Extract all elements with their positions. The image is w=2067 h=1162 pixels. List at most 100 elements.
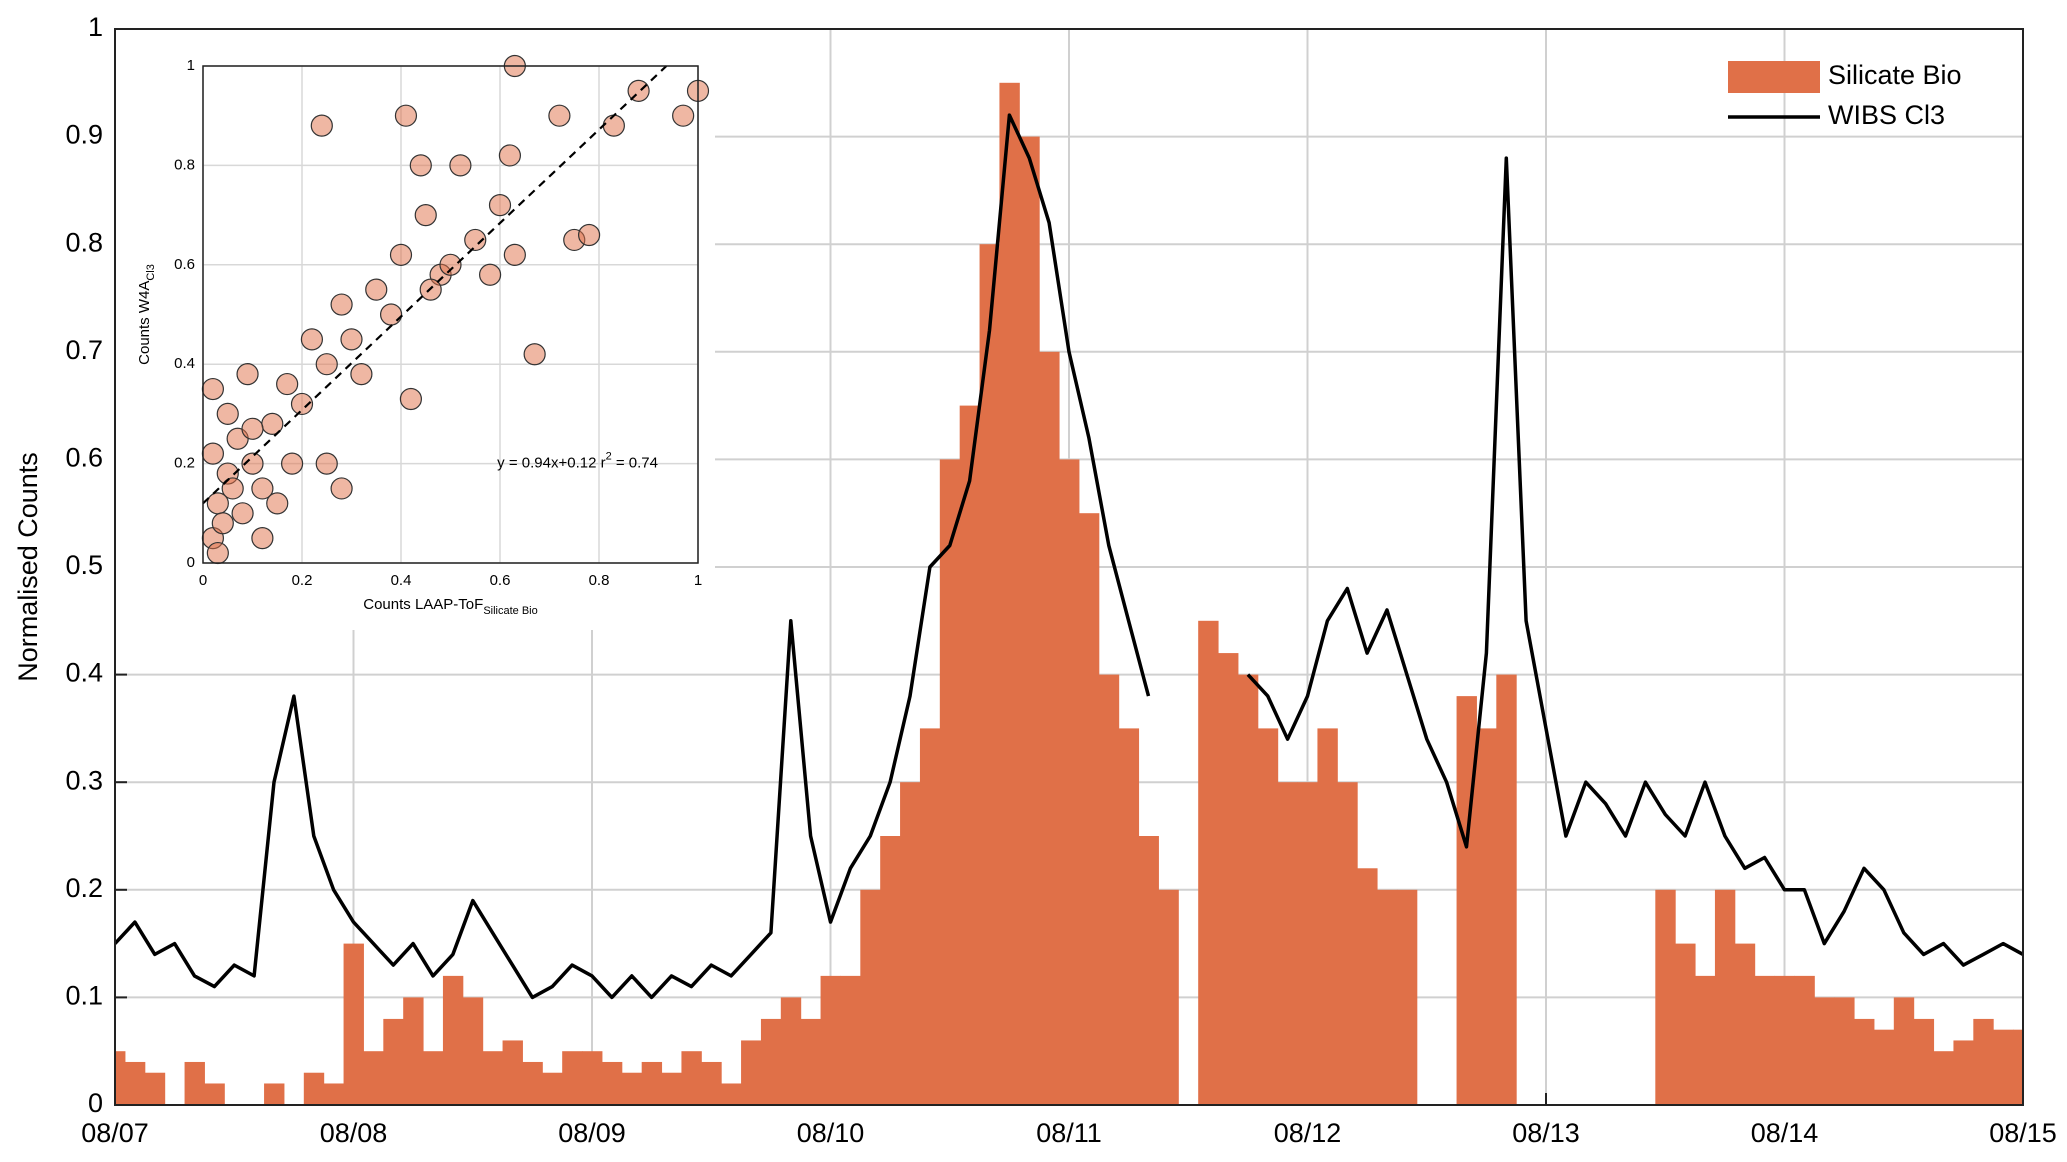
bar: [1993, 1029, 2014, 1105]
bar: [1277, 782, 1299, 1105]
y-tick-label: 0.6: [65, 443, 103, 473]
bar: [1794, 975, 1815, 1105]
scatter-point: [399, 387, 422, 411]
bar: [1218, 653, 1239, 1105]
bar: [502, 1040, 523, 1105]
y-tick-label: 0.3: [65, 765, 103, 795]
x-tick-label: 0: [199, 572, 207, 589]
bar: [1377, 889, 1398, 1105]
y-axis-label-text: Counts W4A: [136, 281, 153, 365]
bar: [1257, 728, 1279, 1105]
bar: [303, 1072, 325, 1105]
scatter-point: [488, 194, 512, 217]
x-axis-label-sub: Silicate Bio: [483, 605, 537, 617]
bar: [1337, 782, 1358, 1105]
y-tick-label: 1: [88, 12, 103, 42]
scatter-point: [602, 114, 625, 137]
x-tick-label: 08/07: [81, 1118, 149, 1148]
y-tick-label: 0.8: [174, 156, 195, 173]
bar: [721, 1083, 742, 1105]
bar: [442, 975, 464, 1105]
scatter-point: [503, 243, 526, 266]
scatter-point: [221, 477, 244, 500]
scatter-point: [241, 417, 264, 440]
bar: [601, 1061, 623, 1105]
scatter-point: [315, 452, 338, 475]
x-tick-label: 08/08: [320, 1118, 388, 1148]
y-axis-label: Normalised Counts: [13, 452, 43, 682]
scatter-point: [577, 223, 601, 247]
scatter-point: [330, 293, 353, 316]
bar: [1675, 943, 1696, 1105]
scatter-point: [498, 144, 521, 167]
y-tick-label: 0.4: [174, 355, 195, 372]
bar: [919, 728, 941, 1105]
bar: [880, 836, 901, 1105]
bar: [1953, 1040, 1974, 1105]
bar: [681, 1051, 702, 1105]
line-series: [115, 113, 2023, 1000]
bar: [1933, 1051, 1954, 1105]
annotation-text: y = 0.94x+0.12 r: [497, 455, 605, 472]
x-tick-label: 08/12: [1274, 1118, 1342, 1148]
scatter-point: [350, 363, 373, 386]
scatter-point: [236, 363, 259, 386]
legend-label: WIBS Cl3: [1828, 100, 1945, 130]
y-tick-label: 0.5: [65, 550, 103, 580]
bar: [900, 782, 921, 1105]
x-tick-label: 0.6: [490, 572, 511, 589]
bar: [462, 997, 484, 1105]
bar: [1774, 975, 1795, 1105]
scatter-point: [340, 328, 363, 351]
y-tick-label: 0.6: [174, 256, 195, 273]
x-tick-label: 08/10: [797, 1118, 865, 1148]
x-tick-label: 0.4: [391, 572, 412, 589]
bar: [820, 975, 841, 1105]
scatter-point: [414, 204, 437, 227]
scatter-point: [310, 114, 333, 137]
scatter-point: [206, 541, 229, 565]
scatter-point: [380, 303, 403, 326]
scatter-point: [449, 154, 472, 177]
scatter-point: [281, 452, 304, 475]
bar: [115, 1051, 126, 1105]
bar: [999, 82, 1020, 1105]
bar: [264, 1083, 285, 1105]
bar: [482, 1051, 504, 1105]
y-tick-label: 0.4: [65, 658, 103, 688]
bar: [1237, 674, 1259, 1105]
y-tick-label: 1: [187, 57, 195, 74]
bar: [1059, 459, 1080, 1105]
scatter-point: [439, 253, 462, 276]
bar: [979, 244, 1000, 1105]
scatter-point: [394, 104, 418, 127]
bar: [1019, 136, 1040, 1105]
bar: [959, 405, 981, 1105]
bar: [1158, 889, 1179, 1105]
y-axis-label-sub: Cl3: [145, 264, 157, 281]
y-axis-label: Counts W4ACl3: [136, 264, 157, 365]
bar: [641, 1061, 663, 1105]
y-tick-label: 0.1: [65, 981, 103, 1011]
bar: [1834, 997, 1855, 1105]
bar: [1456, 696, 1477, 1105]
bar: [323, 1083, 345, 1105]
scatter-point: [251, 477, 274, 500]
x-tick-label: 08/09: [558, 1118, 626, 1148]
bar: [1297, 782, 1318, 1105]
bar: [621, 1072, 643, 1105]
x-tick-label: 0.2: [292, 572, 313, 589]
bar: [1357, 868, 1378, 1105]
annotation-rest: = 0.74: [612, 455, 658, 472]
annotation-sup: 2: [606, 451, 612, 463]
bar: [403, 997, 424, 1105]
bar: [1714, 889, 1736, 1105]
bar: [1496, 674, 1517, 1105]
y-tick-label: 0: [88, 1088, 103, 1118]
scatter-point: [389, 243, 413, 266]
bar: [383, 1018, 404, 1105]
bar: [343, 943, 364, 1105]
bar: [204, 1083, 225, 1105]
scatter-point: [479, 263, 502, 286]
bar: [1198, 620, 1219, 1105]
